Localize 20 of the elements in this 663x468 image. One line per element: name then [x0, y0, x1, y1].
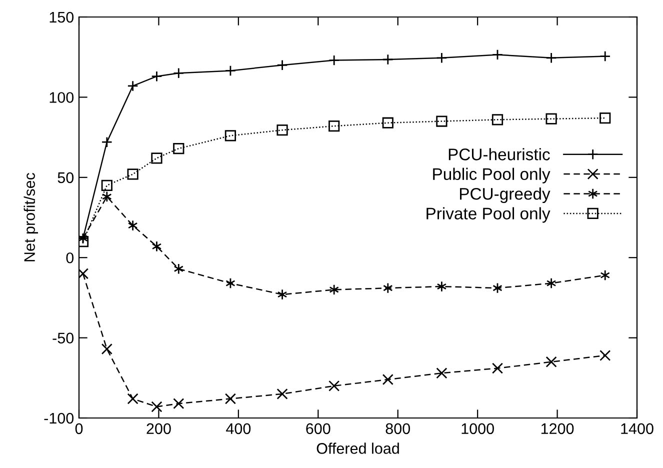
x-axis-title: Offered load	[316, 442, 399, 454]
y-axis-title: Net profit/sec	[24, 172, 38, 262]
y-tick-label: 100	[50, 92, 74, 103]
legend-label: Public Pool only	[433, 168, 550, 184]
x-tick-label: 1000	[462, 423, 494, 434]
x-tick-label: 0	[75, 423, 83, 434]
y-tick-label: -50	[52, 332, 74, 344]
x-tick-label: 400	[226, 423, 251, 434]
y-tick-label: 150	[50, 12, 74, 23]
legend-label: Private Pool only	[426, 207, 550, 223]
legend-label: PCU-greedy	[460, 188, 550, 204]
x-tick-label: 1400	[621, 423, 654, 434]
y-tick-label: 50	[58, 172, 74, 184]
x-tick-label: 1200	[541, 423, 574, 434]
x-tick-label: 200	[146, 423, 171, 434]
y-tick-label: 0	[66, 252, 74, 264]
y-tick-label: -100	[44, 412, 74, 424]
legend-label: PCU-heuristic	[448, 148, 550, 160]
x-tick-label: 600	[306, 423, 330, 434]
x-tick-label: 800	[386, 423, 410, 434]
